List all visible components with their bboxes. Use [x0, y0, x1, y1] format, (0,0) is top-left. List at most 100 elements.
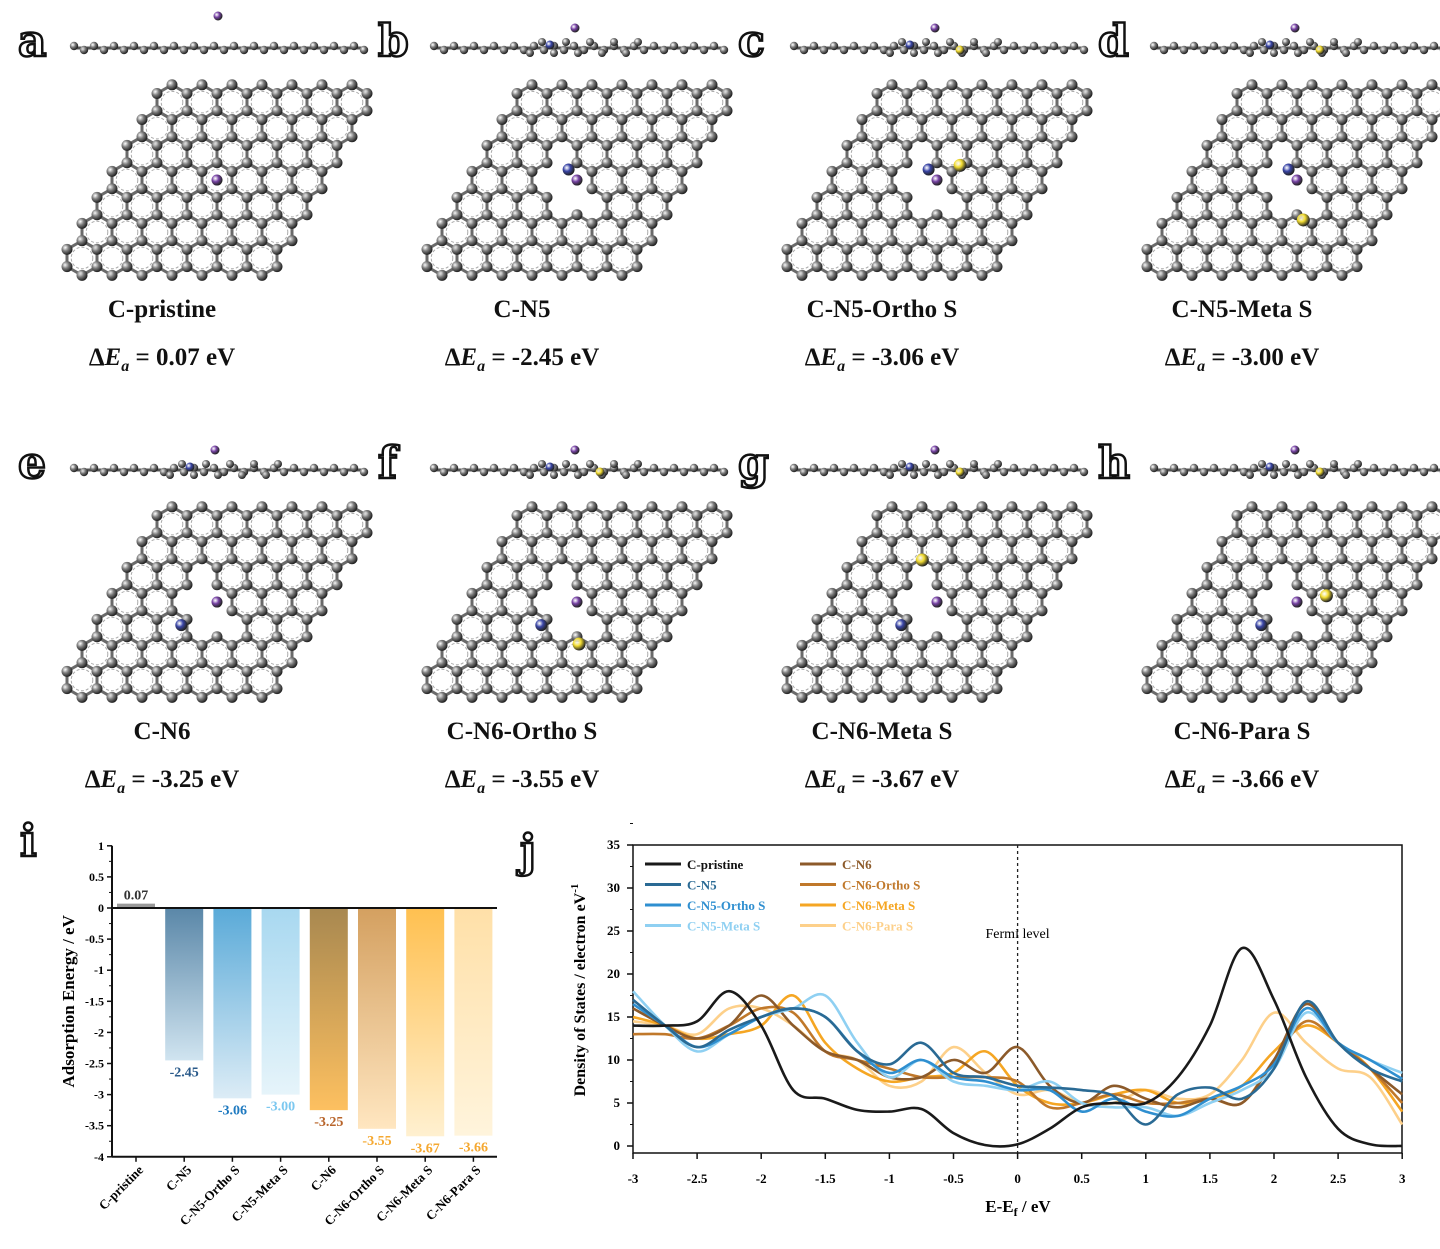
carbon-atom — [1276, 235, 1288, 247]
aromatic-ring — [865, 590, 889, 614]
carbon-atom-side — [359, 467, 369, 477]
carbon-atom — [1426, 131, 1438, 143]
carbon-atom-side — [1419, 467, 1429, 477]
bar-C-N5-Meta S — [261, 908, 300, 1095]
carbon-atom-side — [899, 467, 909, 477]
carbon-atom-side — [622, 49, 630, 57]
carbon-atom-side — [209, 463, 219, 473]
aromatic-ring — [955, 538, 979, 562]
adsorption-energy-label: ΔEa = -3.00 eV — [1112, 344, 1372, 376]
aromatic-ring — [550, 246, 574, 270]
carbon-atom-side — [1389, 41, 1399, 51]
carbon-atom — [1246, 183, 1258, 195]
carbon-atom — [901, 209, 913, 221]
carbon-atom — [436, 691, 448, 703]
aromatic-ring — [1195, 590, 1219, 614]
carbon-atom — [931, 509, 943, 521]
carbon-atom — [931, 139, 943, 151]
aromatic-ring — [835, 642, 859, 666]
carbon-atom — [436, 269, 448, 281]
carbon-atom — [1036, 553, 1048, 565]
carbon-atom-side — [849, 463, 859, 473]
carbon-atom — [1051, 157, 1063, 169]
carbon-atom — [886, 235, 898, 247]
panel-letter-a: a — [17, 16, 48, 67]
aromatic-ring — [1180, 194, 1204, 218]
carbon-atom — [196, 535, 208, 547]
carbon-atom — [1396, 587, 1408, 599]
carbon-atom — [856, 235, 868, 247]
aromatic-ring — [940, 90, 964, 114]
carbon-atom-side — [529, 41, 539, 51]
carbon-atom — [1291, 561, 1303, 573]
carbon-atom — [586, 553, 598, 565]
carbon-atom — [1216, 535, 1228, 547]
aromatic-ring — [940, 142, 964, 166]
carbon-atom — [91, 243, 103, 255]
aromatic-ring — [310, 512, 334, 536]
carbon-atom — [121, 561, 133, 573]
aromatic-ring — [925, 642, 949, 666]
aromatic-ring — [790, 246, 814, 270]
carbon-atom — [271, 631, 283, 643]
metal-atom-side — [570, 23, 580, 33]
carbon-atom-side — [639, 467, 649, 477]
carbon-atom — [721, 105, 733, 117]
carbon-atom — [796, 269, 808, 281]
aromatic-ring — [490, 564, 514, 588]
metal-atom — [1291, 174, 1303, 186]
carbon-atom-side — [1409, 463, 1419, 473]
carbon-atom — [661, 509, 673, 521]
carbon-atom — [946, 501, 958, 513]
aromatic-ring — [1285, 116, 1309, 140]
carbon-atom — [1081, 527, 1093, 539]
adsorption-energy-label: ΔEa = -3.25 eV — [32, 766, 292, 798]
aromatic-ring — [520, 512, 544, 536]
aromatic-ring — [220, 668, 244, 692]
carbon-atom — [646, 113, 658, 125]
carbon-atom-side — [1379, 467, 1389, 477]
carbon-atom — [1411, 157, 1423, 169]
carbon-atom — [676, 535, 688, 547]
carbon-atom-side — [479, 45, 489, 55]
aromatic-ring — [910, 246, 934, 270]
carbon-atom — [466, 657, 478, 669]
aromatic-ring — [1000, 142, 1024, 166]
carbon-atom — [511, 139, 523, 151]
aromatic-ring — [1300, 512, 1324, 536]
legend-label: C-N6-Para S — [842, 919, 913, 934]
carbon-atom — [646, 235, 658, 247]
aromatic-ring — [220, 564, 244, 588]
carbon-atom — [916, 691, 928, 703]
carbon-atom — [976, 165, 988, 177]
carbon-atom-side — [190, 471, 198, 479]
carbon-atom — [136, 113, 148, 125]
aromatic-ring — [1240, 668, 1264, 692]
carbon-atom — [1261, 527, 1273, 539]
carbon-atom — [166, 553, 178, 565]
carbon-atom — [571, 527, 583, 539]
carbon-atom — [601, 243, 613, 255]
aromatic-ring — [160, 564, 184, 588]
carbon-atom — [946, 657, 958, 669]
carbon-atom-side — [199, 45, 209, 55]
carbon-atom — [901, 527, 913, 539]
carbon-atom — [601, 631, 613, 643]
carbon-atom — [1381, 527, 1393, 539]
carbon-atom — [286, 113, 298, 125]
carbon-atom — [976, 657, 988, 669]
carbon-atom — [1321, 139, 1333, 151]
carbon-atom — [301, 191, 313, 203]
carbon-atom — [901, 261, 913, 273]
carbon-atom — [1366, 235, 1378, 247]
aromatic-ring — [160, 90, 184, 114]
aromatic-ring — [490, 246, 514, 270]
carbon-atom — [496, 217, 508, 229]
structure-name: C-pristine — [107, 296, 217, 323]
carbon-atom — [991, 209, 1003, 221]
carbon-atom — [451, 261, 463, 273]
energy-subscript: a — [1197, 358, 1206, 375]
metal-atom — [211, 174, 223, 186]
carbon-atom — [256, 165, 268, 177]
